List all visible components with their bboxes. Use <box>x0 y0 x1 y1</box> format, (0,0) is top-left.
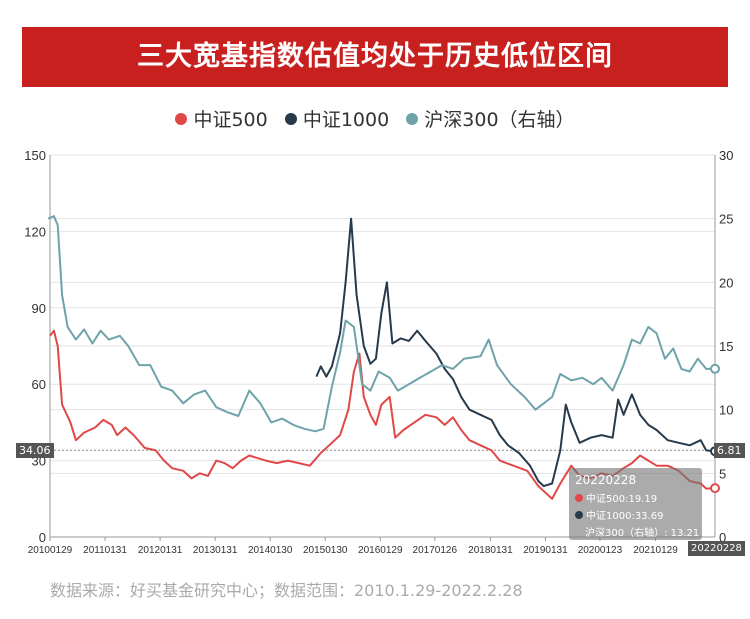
legend-dot-hs300 <box>406 113 419 125</box>
x-tick-label: 20120131 <box>138 545 183 556</box>
tooltip-dot-zz1000 <box>575 511 583 519</box>
tooltip-text-hs300: 沪深300（右轴）: 13.21 <box>585 528 700 539</box>
tooltip-row-zz500: 中证500:19.19 <box>575 490 657 505</box>
legend-label-hs300: 沪深300（右轴） <box>424 109 575 131</box>
y-left-tick-label: 0 <box>39 530 46 545</box>
tooltip-text-zz1000: 中证1000:33.69 <box>586 511 664 522</box>
legend-label-zz500: 中证500 <box>193 109 268 131</box>
tooltip-dot-zz500 <box>575 494 583 502</box>
right-axis-marker: 6.81 <box>714 443 745 458</box>
tooltip-row-hs300: 沪深300（右轴）: 13.21 <box>585 524 699 539</box>
tooltip-date: 20220228 <box>575 473 637 487</box>
y-right-tick-label: 10 <box>719 403 733 418</box>
x-tick-label: 20190131 <box>523 545 568 556</box>
title-banner: 三大宽基指数估值均处于历史低位区间 <box>22 27 728 87</box>
y-right-tick-label: 20 <box>719 275 733 290</box>
x-tick-label: 20130131 <box>193 545 238 556</box>
y-right-tick-label: 0 <box>719 530 726 545</box>
legend: 中证500 中证1000 沪深300（右轴） <box>0 106 750 134</box>
left-axis-marker: 34.06 <box>16 443 54 458</box>
chart-title: 三大宽基指数估值均处于历史低位区间 <box>137 41 613 72</box>
tooltip-row-zz1000: 中证1000:33.69 <box>575 507 663 522</box>
y-left-tick-label: 60 <box>32 377 46 392</box>
x-tick-label: 20200123 <box>578 545 623 556</box>
legend-dot-zz1000 <box>284 113 297 125</box>
legend-item-zz500[interactable]: 中证500 <box>175 106 268 134</box>
x-tick-label: 20210129 <box>633 545 678 556</box>
y-right-tick-label: 25 <box>719 212 733 227</box>
y-left-tick-label: 120 <box>24 224 46 239</box>
x-tick-label: 20150130 <box>303 545 348 556</box>
series-end-point-zz500 <box>710 483 720 494</box>
y-right-tick-label: 30 <box>719 148 733 163</box>
y-left-tick-label: 150 <box>24 148 46 163</box>
x-axis-marker: 20220228 <box>688 541 745 556</box>
series-line-zz1000 <box>315 217 716 488</box>
legend-dot-zz500 <box>175 113 188 125</box>
legend-label-zz1000: 中证1000 <box>302 109 390 131</box>
data-source-note: 数据来源：好买基金研究中心；数据范围：2010.1.29-2022.2.28 <box>50 581 523 600</box>
x-tick-label: 20100129 <box>28 545 73 556</box>
y-left-tick-label: 90 <box>32 301 46 316</box>
tooltip-text-zz500: 中证500:19.19 <box>586 494 658 505</box>
y-right-tick-label: 5 <box>719 466 726 481</box>
y-right-tick-label: 15 <box>719 339 733 354</box>
legend-item-hs300[interactable]: 沪深300（右轴） <box>406 106 575 134</box>
x-tick-label: 20170126 <box>413 545 458 556</box>
legend-item-zz1000[interactable]: 中证1000 <box>284 106 390 134</box>
tooltip: 20220228 中证500:19.19 中证1000:33.69 沪深300（… <box>569 468 702 540</box>
series-end-point-hs300 <box>710 363 720 374</box>
x-tick-label: 20110131 <box>83 545 127 556</box>
series-line-hs300 <box>47 215 716 433</box>
x-tick-label: 20140130 <box>248 545 293 556</box>
x-tick-label: 20180131 <box>468 545 513 556</box>
x-tick-label: 20160129 <box>358 545 403 556</box>
